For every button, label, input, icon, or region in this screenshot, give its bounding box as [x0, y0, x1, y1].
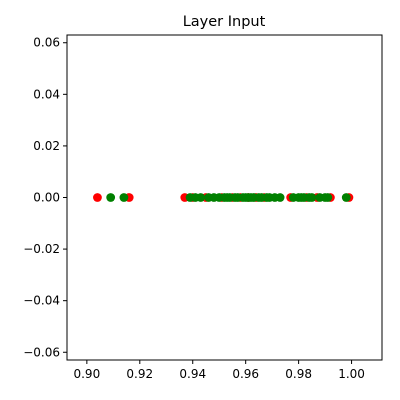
scatter-point: [342, 193, 351, 202]
scatter-point: [106, 193, 115, 202]
x-tick-label: 0.92: [126, 367, 153, 381]
x-axis: 0.90 0.92 0.94 0.96 0.98 1.00: [73, 360, 364, 381]
scatter-point: [93, 193, 102, 202]
scatter-point: [276, 193, 285, 202]
y-tick-label: 0.04: [33, 87, 60, 101]
x-tick-label: 0.96: [232, 367, 259, 381]
chart-title: Layer Input: [183, 14, 266, 30]
scatter-point: [323, 193, 332, 202]
y-tick-label: −0.04: [23, 294, 60, 308]
scatter-point: [196, 193, 205, 202]
scatter-point: [120, 193, 129, 202]
x-tick-label: 0.90: [73, 367, 100, 381]
y-tick-label: −0.06: [23, 345, 60, 359]
x-tick-label: 0.94: [179, 367, 206, 381]
y-tick-label: −0.02: [23, 242, 60, 256]
data-points: [93, 193, 353, 202]
y-tick-label: 0.00: [33, 191, 60, 205]
y-tick-label: 0.06: [33, 36, 60, 50]
scatter-point: [307, 193, 316, 202]
x-tick-label: 0.98: [285, 367, 312, 381]
x-tick-label: 1.00: [338, 367, 365, 381]
y-tick-label: 0.02: [33, 139, 60, 153]
y-axis: 0.06 0.04 0.02 0.00 −0.02 −0.04 −0.06: [23, 36, 67, 360]
